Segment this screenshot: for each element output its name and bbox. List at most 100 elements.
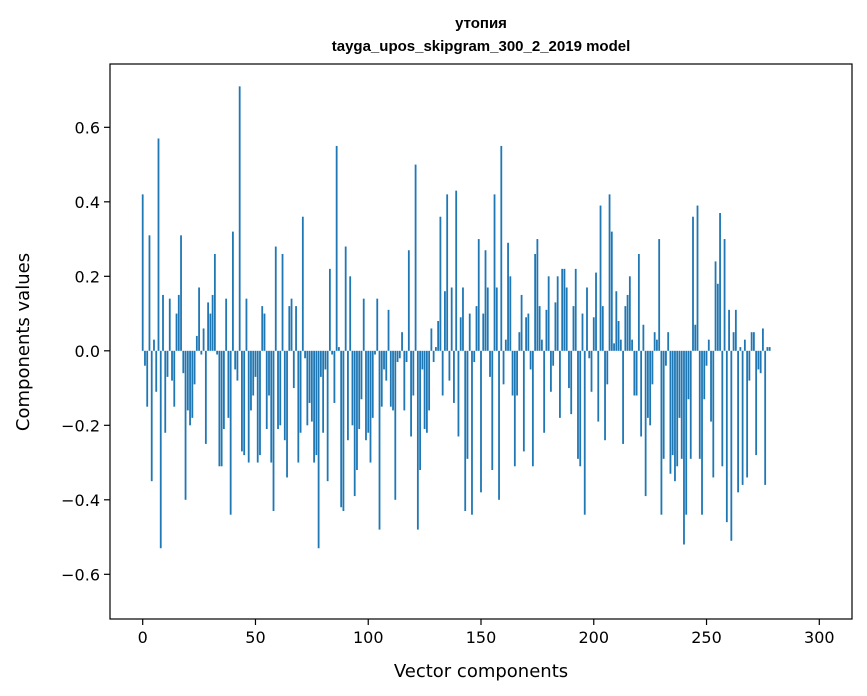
- bar-143: [464, 350, 467, 511]
- bar-72: [304, 350, 306, 359]
- bar-171: [527, 313, 530, 351]
- bar-213: [622, 350, 624, 444]
- x-axis-label: Vector components: [394, 661, 568, 682]
- bar-255: [716, 283, 719, 351]
- bar-100: [367, 350, 370, 433]
- bar-15: [175, 313, 178, 351]
- bar-173: [531, 350, 534, 467]
- bar-36: [222, 350, 225, 430]
- bar-244: [692, 216, 694, 351]
- bar-208: [610, 231, 613, 351]
- bar-104: [376, 298, 379, 351]
- y-axis: −0.6 −0.4 −0.2 0.0 0.2 0.4 0.6: [61, 118, 110, 584]
- bar-126: [425, 350, 428, 433]
- bar-50: [254, 350, 257, 377]
- bar-203: [599, 205, 602, 351]
- bar-234: [669, 350, 672, 474]
- y-tick-label: 0.4: [75, 193, 100, 212]
- bar-60: [277, 350, 279, 430]
- bar-237: [676, 350, 679, 467]
- bar-157: [495, 287, 498, 351]
- bar-169: [522, 350, 525, 452]
- x-axis: 0 50 100 150 200 250 300: [138, 619, 835, 647]
- bar-241: [685, 350, 688, 515]
- bar-204: [601, 306, 604, 351]
- bar-59: [274, 246, 277, 351]
- bar-46: [245, 298, 248, 351]
- bar-190: [570, 350, 573, 415]
- bar-22: [191, 350, 194, 418]
- bar-184: [556, 276, 559, 351]
- bar-48: [250, 350, 252, 411]
- bar-49: [252, 350, 255, 396]
- bar-136: [448, 350, 451, 381]
- bar-270: [750, 332, 753, 351]
- bar-67: [292, 350, 295, 389]
- bar-240: [683, 350, 685, 545]
- bar-57: [270, 350, 273, 463]
- bar-235: [671, 350, 674, 456]
- bar-209: [613, 343, 615, 351]
- bar-89: [342, 350, 345, 511]
- bar-51: [256, 350, 259, 463]
- bar-227: [653, 332, 656, 351]
- bar-236: [674, 350, 676, 482]
- bar-149: [477, 239, 480, 351]
- bar-278: [768, 347, 771, 351]
- bar-65: [288, 306, 291, 351]
- bar-56: [268, 350, 270, 396]
- bar-242: [687, 350, 690, 400]
- bar-16: [177, 294, 180, 351]
- bar-133: [441, 350, 444, 396]
- bar-207: [608, 194, 611, 351]
- bar-30: [209, 313, 212, 351]
- chart-title: утопия: [455, 15, 507, 32]
- bar-0: [141, 194, 144, 351]
- bar-176: [538, 306, 541, 351]
- bar-121: [414, 164, 417, 351]
- bar-172: [529, 350, 532, 370]
- bar-26: [200, 350, 203, 355]
- bar-82: [326, 350, 329, 482]
- bar-24: [195, 335, 198, 351]
- bar-210: [615, 291, 618, 351]
- bar-198: [588, 350, 591, 359]
- bar-31: [211, 294, 214, 351]
- bar-137: [450, 287, 453, 351]
- bar-47: [247, 350, 250, 463]
- bar-114: [398, 350, 401, 359]
- bar-224: [646, 350, 649, 418]
- bar-73: [306, 350, 309, 426]
- bar-54: [263, 313, 266, 351]
- bar-64: [286, 350, 288, 478]
- bar-9: [162, 294, 164, 351]
- bar-174: [534, 253, 537, 351]
- bar-167: [518, 332, 521, 351]
- bar-268: [746, 350, 749, 478]
- bar-107: [383, 350, 385, 370]
- y-tick-label: 0.6: [75, 118, 100, 137]
- bar-216: [628, 276, 631, 351]
- bar-2: [146, 350, 149, 407]
- bar-127: [428, 350, 431, 411]
- y-tick-label: −0.4: [61, 491, 100, 510]
- bar-238: [678, 350, 681, 418]
- bar-131: [437, 321, 440, 351]
- bar-69: [297, 350, 300, 463]
- x-tick-label: 0: [138, 628, 148, 647]
- bar-7: [157, 138, 160, 351]
- bar-101: [369, 350, 372, 463]
- bar-66: [290, 298, 293, 351]
- bar-87: [338, 347, 340, 351]
- bar-25: [198, 287, 200, 351]
- bar-212: [619, 339, 622, 351]
- bar-253: [712, 350, 715, 478]
- bar-200: [592, 317, 595, 351]
- bar-155: [491, 350, 494, 470]
- bar-98: [362, 298, 365, 351]
- bar-53: [261, 306, 264, 351]
- bar-277: [766, 347, 769, 351]
- bar-32: [213, 253, 216, 351]
- bar-99: [365, 350, 367, 441]
